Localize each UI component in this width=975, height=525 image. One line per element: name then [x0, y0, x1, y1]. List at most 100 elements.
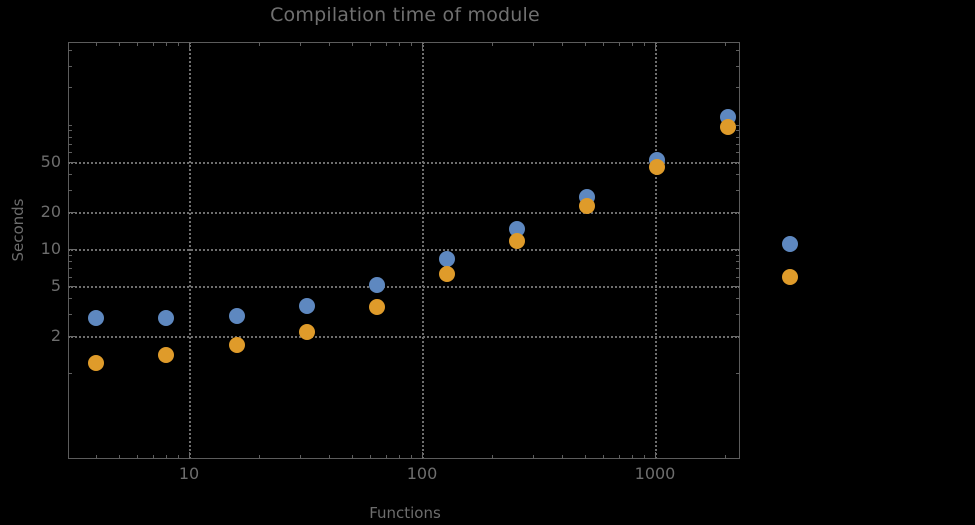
tick-x-minor-top-20	[259, 42, 261, 46]
tick-x-minor-top-70	[385, 42, 387, 46]
gridline-x-10	[189, 42, 191, 459]
tick-x-10	[189, 452, 190, 459]
tick-x-minor-9	[178, 455, 180, 459]
tick-x-minor-500	[584, 455, 586, 459]
tick-y-right-5	[733, 286, 740, 288]
tick-y-minor-9	[68, 254, 72, 256]
tick-y-minor-300	[68, 65, 72, 67]
tick-x-minor-30	[300, 455, 302, 459]
tick-y-minor-400	[68, 50, 72, 52]
data-point-series-blue-64[interactable]	[368, 277, 385, 294]
tick-x-minor-top-700	[618, 42, 620, 46]
tick-x-minor-400	[562, 455, 564, 459]
tick-y-minor-90	[68, 130, 72, 132]
tick-y-minor-right-1	[736, 373, 740, 375]
data-point-series-orange-2048[interactable]	[719, 119, 736, 135]
plot-area	[68, 42, 740, 459]
tick-x-minor-7	[152, 455, 154, 459]
y-tick-label-50: 50	[40, 152, 61, 172]
data-point-series-orange-1024[interactable]	[649, 158, 666, 175]
tick-x-minor-6	[137, 455, 139, 459]
tick-x-minor-4	[96, 455, 98, 459]
tick-x-1000	[655, 452, 656, 459]
tick-y-minor-70	[68, 144, 72, 146]
tick-x-minor-900	[644, 455, 646, 459]
x-tick-label-10: 10	[178, 464, 200, 483]
tick-x-minor-top-8	[166, 42, 168, 46]
tick-y-minor-30	[68, 189, 72, 191]
data-point-series-blue-8[interactable]	[158, 309, 175, 326]
tick-x-minor-top-400	[562, 42, 564, 46]
data-point-series-orange-64[interactable]	[368, 299, 385, 316]
tick-x-minor-800	[632, 455, 634, 459]
tick-y-minor-1	[68, 373, 72, 375]
tick-y-minor-right-90	[736, 130, 740, 132]
data-point-series-orange-512[interactable]	[579, 198, 596, 215]
gridline-x-1000	[655, 42, 657, 459]
data-point-series-blue-128[interactable]	[438, 251, 455, 268]
tick-y-right-10	[733, 249, 740, 250]
y-axis-title: Seconds	[9, 198, 27, 262]
tick-y-right-20	[733, 211, 740, 213]
tick-x-top-100	[422, 42, 423, 49]
x-tick-label-100: 100	[406, 464, 438, 483]
tick-y-minor-6	[68, 276, 72, 278]
gridline-y-20	[68, 211, 740, 214]
tick-x-minor-top-900	[644, 42, 646, 46]
data-point-series-orange-32[interactable]	[298, 323, 315, 340]
data-point-series-orange-4[interactable]	[88, 355, 105, 372]
tick-x-minor-top-90	[411, 42, 413, 46]
data-point-series-blue-256[interactable]	[509, 220, 526, 237]
tick-y-minor-right-8	[736, 261, 740, 263]
tick-y-right-2	[733, 335, 740, 337]
tick-x-minor-700	[618, 455, 620, 459]
tick-y-50	[68, 162, 75, 164]
data-point-series-orange-256[interactable]	[509, 232, 526, 249]
tick-y-minor-right-400	[736, 50, 740, 52]
data-point-series-orange-16[interactable]	[228, 336, 245, 353]
data-point-series-orange-8[interactable]	[158, 347, 175, 364]
tick-x-minor-top-30	[300, 42, 302, 46]
tick-x-minor-top-50	[351, 42, 353, 46]
tick-x-minor-300	[533, 455, 535, 459]
tick-x-minor-70	[385, 455, 387, 459]
tick-x-top-1000	[655, 42, 656, 49]
tick-y-minor-200	[68, 87, 72, 89]
tick-x-100	[422, 452, 423, 459]
tick-y-minor-right-30	[736, 189, 740, 191]
tick-x-minor-top-300	[533, 42, 535, 46]
tick-x-minor-90	[411, 455, 413, 459]
gridline-y-5	[68, 286, 740, 289]
y-tick-label-10: 10	[40, 239, 61, 258]
tick-y-minor-right-6	[736, 276, 740, 278]
data-point-series-blue-16[interactable]	[228, 307, 245, 324]
tick-y-right-50	[733, 162, 740, 164]
tick-y-5	[68, 286, 75, 288]
tick-y-minor-right-3	[736, 313, 740, 315]
tick-y-minor-right-300	[736, 65, 740, 67]
tick-x-minor-top-2000	[725, 42, 727, 46]
tick-x-minor-top-500	[584, 42, 586, 46]
tick-x-minor-5	[118, 455, 120, 459]
tick-y-minor-right-70	[736, 144, 740, 146]
gridline-y-2	[68, 335, 740, 338]
tick-x-top-10	[189, 42, 190, 49]
tick-x-minor-600	[603, 455, 605, 459]
tick-y-minor-right-7	[736, 268, 740, 270]
tick-y-minor-40	[68, 174, 72, 176]
tick-y-minor-right-4	[736, 298, 740, 300]
tick-y-minor-right-200	[736, 87, 740, 89]
tick-y-minor-right-60	[736, 152, 740, 154]
tick-x-minor-top-5	[118, 42, 120, 46]
tick-x-minor-top-800	[632, 42, 634, 46]
data-point-series-blue-4[interactable]	[88, 309, 105, 326]
tick-x-minor-top-40	[329, 42, 331, 46]
data-point-outside-orange[interactable]	[782, 269, 798, 286]
tick-x-minor-top-200	[492, 42, 494, 46]
tick-y-10	[68, 249, 75, 250]
data-point-outside-blue[interactable]	[782, 235, 798, 252]
tick-x-minor-8	[166, 455, 168, 459]
data-point-series-blue-32[interactable]	[298, 297, 315, 314]
data-point-series-orange-128[interactable]	[438, 265, 455, 282]
